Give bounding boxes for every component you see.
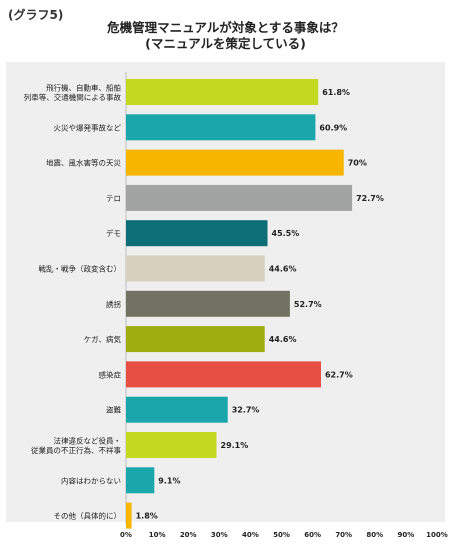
category-label: 列車等、交通機関による事故	[24, 92, 122, 102]
category-label: 誘拐	[106, 299, 121, 309]
value-label: 52.7%	[294, 300, 322, 309]
value-label: 45.5%	[272, 229, 300, 238]
value-label: 9.1%	[158, 476, 180, 485]
category-label: 内容はわからない	[61, 475, 121, 485]
value-label: 1.8%	[136, 512, 158, 521]
bar	[126, 79, 319, 105]
value-label: 62.7%	[325, 370, 353, 379]
x-tick-label: 90%	[398, 531, 415, 539]
category-label: テロ	[106, 194, 121, 203]
x-tick-label: 40%	[242, 531, 259, 539]
bar	[126, 326, 265, 353]
x-tick-label: 60%	[304, 531, 321, 539]
bar	[126, 396, 228, 423]
chart-title-line-1: 危機管理マニュアルが対象とする事象は？	[107, 20, 344, 35]
bar	[126, 114, 316, 141]
x-tick-label: 0%	[120, 531, 132, 539]
x-tick-label: 30%	[211, 531, 228, 539]
bar	[126, 432, 217, 458]
x-tick-label: 50%	[273, 531, 290, 539]
bar	[126, 467, 155, 494]
category-label: 火災や爆発事故など	[54, 122, 122, 132]
value-label: 44.6%	[269, 265, 297, 274]
x-tick-label: 20%	[180, 531, 197, 539]
category-label: ケガ、病気	[84, 334, 122, 344]
category-label: 盗難	[106, 405, 121, 415]
graph-number-label: (グラフ5)	[8, 8, 64, 22]
category-label: 戦乱・戦争（政変含む）	[39, 264, 122, 274]
value-label: 70%	[348, 159, 367, 168]
value-label: 60.9%	[319, 123, 347, 132]
category-label: 感染症	[99, 369, 122, 379]
chart-title-line-2: (マニュアルを策定している)	[145, 36, 306, 51]
bar	[126, 361, 321, 388]
chart-title: 危機管理マニュアルが対象とする事象は？ (マニュアルを策定している)	[0, 20, 451, 52]
category-label: デモ	[106, 228, 121, 238]
x-tick-label: 100%	[426, 531, 448, 539]
category-label: 従業員の不正行為、不祥事	[31, 445, 121, 455]
bar	[126, 149, 344, 176]
bar	[126, 255, 265, 282]
value-label: 44.6%	[269, 335, 297, 344]
category-label: 飛行機、自動車、船舶	[46, 82, 121, 92]
category-label: 法律違反など役員・	[54, 435, 122, 445]
bar	[126, 184, 353, 211]
x-tick-label: 10%	[149, 531, 166, 539]
category-label: 地震、風水害等の天災	[46, 158, 121, 168]
bar	[126, 502, 132, 529]
value-label: 32.7%	[232, 406, 260, 415]
bar	[126, 220, 268, 247]
x-tick-label: 70%	[335, 531, 352, 539]
category-label: その他（具体的に）	[54, 511, 122, 521]
x-tick-label: 80%	[366, 531, 383, 539]
bar	[126, 290, 290, 317]
value-label: 61.8%	[322, 88, 350, 97]
value-label: 29.1%	[221, 441, 249, 450]
value-label: 72.7%	[356, 194, 384, 203]
